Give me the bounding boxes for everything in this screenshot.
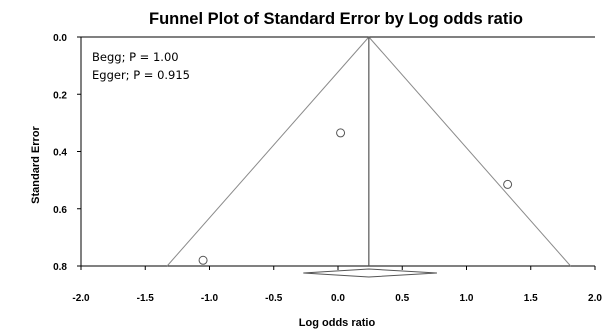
funnel-outline bbox=[166, 36, 571, 267]
x-tick-label: -1.0 bbox=[201, 293, 219, 304]
data-point-2 bbox=[503, 179, 513, 189]
x-tick-label: 1.5 bbox=[524, 293, 538, 304]
funnel-left-line bbox=[166, 36, 370, 267]
y-tick-label: 0.4 bbox=[53, 148, 67, 159]
x-tick-label: 0.5 bbox=[395, 293, 409, 304]
y-axis-ticks: 0.0 0.2 0.4 0.6 0.8 bbox=[53, 33, 81, 273]
x-tick-label: 1.0 bbox=[460, 293, 474, 304]
begg-annotation: Begg; P = 1.00 bbox=[92, 50, 179, 64]
data-point-3 bbox=[198, 255, 208, 265]
x-tick-label: -1.5 bbox=[137, 293, 155, 304]
summary-diamond bbox=[303, 268, 437, 278]
x-axis-label: Log odds ratio bbox=[299, 317, 376, 329]
egger-annotation: Egger; P = 0.915 bbox=[92, 68, 190, 82]
data-points bbox=[198, 128, 513, 265]
funnel-right-line bbox=[368, 36, 571, 267]
y-axis-label: Standard Error bbox=[30, 125, 42, 203]
data-point-1 bbox=[336, 128, 346, 138]
x-tick-label: 0.0 bbox=[331, 293, 345, 304]
y-tick-label: 0.2 bbox=[53, 90, 67, 101]
x-tick-label: 2.0 bbox=[588, 293, 602, 304]
x-tick-label: -2.0 bbox=[72, 293, 90, 304]
y-tick-label: 0.0 bbox=[53, 33, 67, 44]
chart-title: Funnel Plot of Standard Error by Log odd… bbox=[149, 10, 523, 28]
diamond-shape bbox=[303, 268, 437, 278]
x-tick-label: -0.5 bbox=[265, 293, 283, 304]
x-axis-ticks: -2.0 -1.5 -1.0 -0.5 0.0 0.5 1.0 1.5 2.0 bbox=[72, 266, 602, 304]
y-tick-label: 0.6 bbox=[53, 205, 67, 216]
y-tick-label: 0.8 bbox=[53, 262, 67, 273]
